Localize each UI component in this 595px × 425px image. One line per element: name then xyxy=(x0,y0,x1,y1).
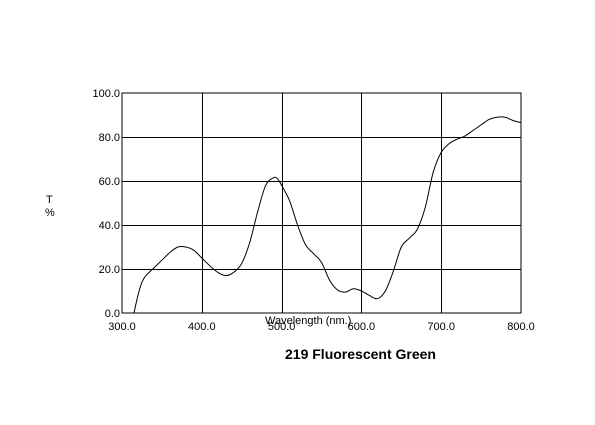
y-axis-label-top: T xyxy=(46,194,53,206)
x-tick-labels: 300.0 400.0 500.0 600.0 700.0 800.0 xyxy=(108,321,535,333)
x-tick-label: 800.0 xyxy=(507,321,535,333)
x-tick-label: 500.0 xyxy=(268,321,296,333)
grid xyxy=(122,93,521,313)
y-tick-label: 100.0 xyxy=(92,88,120,100)
x-tick-label: 600.0 xyxy=(348,321,376,333)
y-tick-label: 20.0 xyxy=(99,264,120,276)
y-tick-label: 40.0 xyxy=(99,220,120,232)
y-axis-label-bottom: % xyxy=(45,207,55,219)
series-line xyxy=(133,116,522,314)
x-tick-label: 400.0 xyxy=(188,321,216,333)
x-tick-label: 700.0 xyxy=(427,321,455,333)
y-tick-label: 60.0 xyxy=(99,176,120,188)
x-axis-label: Wavelength (nm.) xyxy=(265,315,351,327)
plot-frame xyxy=(121,92,522,314)
x-tick-label: 300.0 xyxy=(108,321,136,333)
chart-title: 219 Fluorescent Green xyxy=(285,346,436,362)
y-tick-label: 0.0 xyxy=(105,308,120,320)
y-tick-label: 80.0 xyxy=(99,132,120,144)
y-tick-labels: 0.0 20.0 40.0 60.0 80.0 100.0 xyxy=(92,88,120,320)
